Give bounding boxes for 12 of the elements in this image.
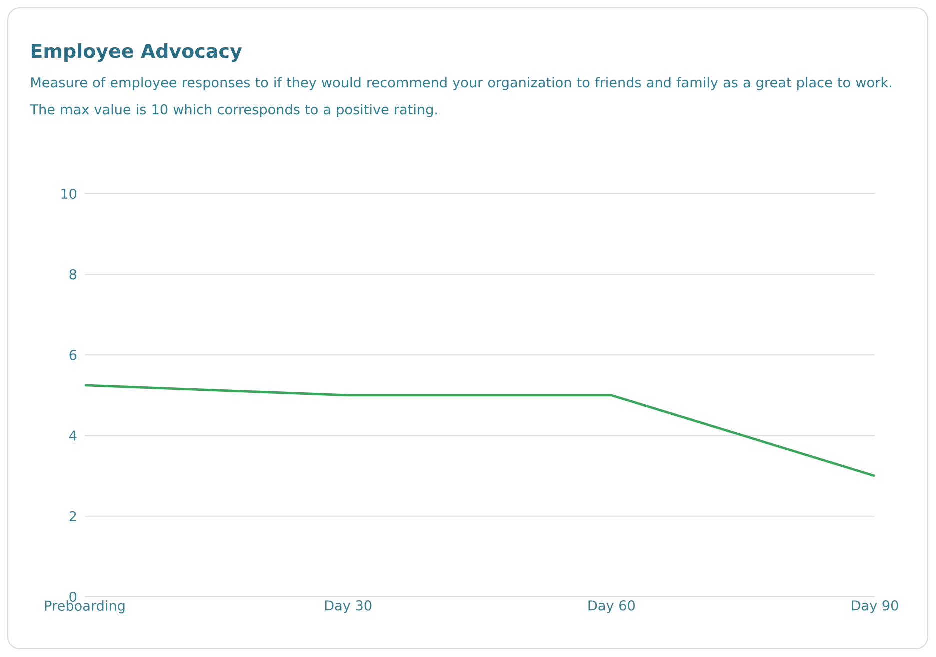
x-tick-label: Day 30	[325, 600, 372, 614]
x-tick-label: Day 60	[588, 600, 636, 614]
chart-subtitle: Measure of employee responses to if they would recommend your organization to friends and family as a great place to work. The max value is 10 which corresponds to a positive rating.	[30, 77, 892, 118]
chart-title: Employee Advocacy	[32, 44, 242, 62]
y-tick-label: 4	[69, 430, 77, 441]
y-tick-label: 6	[70, 350, 77, 360]
y-tick-label: 10	[62, 188, 77, 200]
x-tick-label: Day 90	[852, 600, 898, 614]
y-tick-label: 8	[70, 269, 77, 280]
x-tick-label: Preboarding	[45, 600, 125, 614]
y-tick-label: 0	[70, 592, 77, 602]
y-tick-label: 2	[70, 511, 76, 522]
